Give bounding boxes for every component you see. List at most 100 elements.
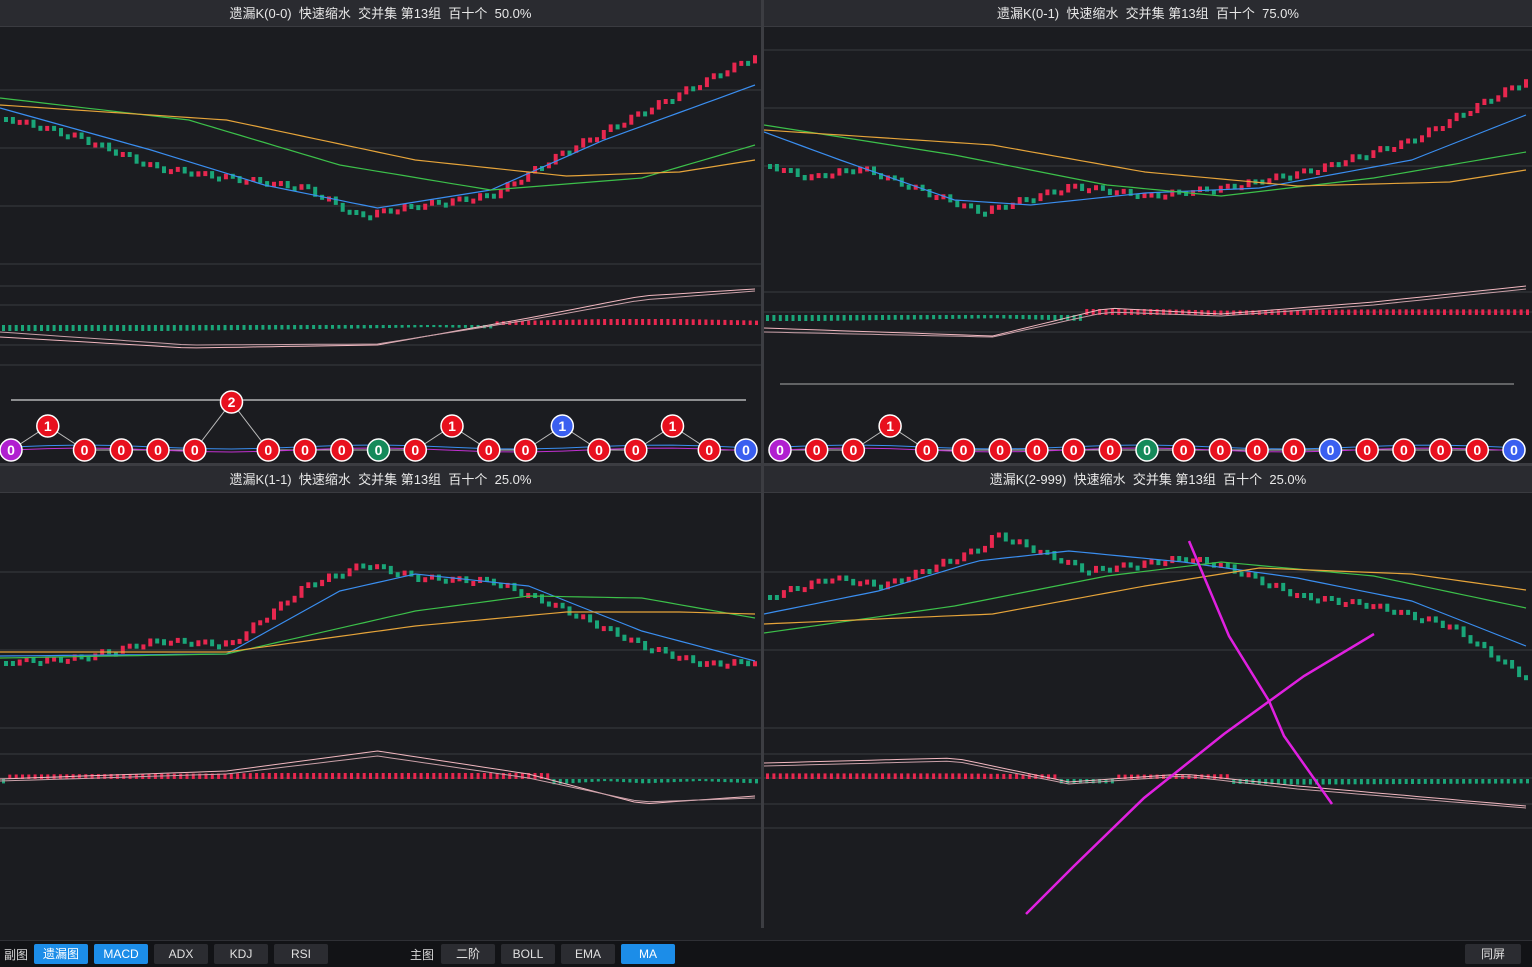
macd-bar bbox=[172, 325, 176, 331]
sub-button-rsi[interactable]: RSI bbox=[274, 944, 328, 964]
macd-bar bbox=[1481, 779, 1485, 784]
count-circle bbox=[293, 438, 317, 462]
panel-title: 遗漏K(1-1) 快速缩水 交并集 第13组 百十个 25.0% bbox=[0, 466, 761, 493]
count-value: 0 bbox=[632, 442, 640, 458]
macd-bar bbox=[772, 315, 776, 321]
macd-bar bbox=[1213, 310, 1217, 315]
candle bbox=[1378, 146, 1383, 153]
macd-bar bbox=[590, 319, 594, 325]
candle bbox=[354, 563, 359, 571]
macd-bar bbox=[122, 774, 126, 779]
macd-bar bbox=[426, 773, 429, 779]
candle bbox=[1246, 179, 1251, 188]
sub-button-adx[interactable]: ADX bbox=[154, 944, 208, 964]
candle bbox=[1274, 173, 1279, 181]
candle bbox=[1177, 556, 1182, 561]
macd-bar bbox=[1085, 309, 1089, 315]
count-value: 1 bbox=[558, 418, 566, 434]
candle bbox=[768, 595, 772, 600]
macd-bar bbox=[65, 325, 69, 331]
macd-bar bbox=[229, 773, 233, 779]
macd-bar bbox=[893, 773, 897, 779]
candle bbox=[941, 558, 946, 567]
count-badge: 0 bbox=[1502, 438, 1526, 462]
macd-bar bbox=[305, 325, 309, 330]
candle bbox=[1350, 154, 1355, 163]
macd-bar bbox=[964, 773, 967, 779]
candle bbox=[478, 193, 483, 201]
macd-bar bbox=[210, 325, 214, 331]
candle bbox=[1017, 539, 1022, 545]
macd-bar bbox=[134, 325, 138, 331]
candle bbox=[725, 70, 730, 77]
macd-bar bbox=[1034, 774, 1038, 779]
macd-bar bbox=[823, 773, 827, 779]
count-circle bbox=[219, 390, 244, 414]
candle bbox=[718, 660, 723, 667]
sync-screen-button[interactable]: 同屏 bbox=[1465, 944, 1521, 964]
macd-bar bbox=[451, 773, 455, 779]
macd-bar bbox=[1059, 779, 1063, 784]
candle bbox=[865, 579, 870, 585]
candle bbox=[1184, 557, 1189, 563]
candle bbox=[292, 595, 297, 603]
macd-bar bbox=[1449, 779, 1453, 784]
count-badge: 0 bbox=[366, 438, 391, 462]
count-circle bbox=[513, 438, 538, 462]
macd-bar bbox=[185, 773, 189, 779]
candle bbox=[1253, 572, 1258, 579]
count-circle bbox=[146, 438, 170, 462]
panel-divider-horizontal[interactable] bbox=[0, 463, 1532, 466]
candle bbox=[299, 184, 304, 190]
main-button-ma[interactable]: MA bbox=[621, 944, 675, 964]
macd-bar bbox=[520, 773, 524, 779]
macd-bar bbox=[1162, 774, 1165, 779]
sub-button-macd[interactable]: MACD bbox=[94, 944, 148, 964]
candle bbox=[643, 111, 648, 117]
candle bbox=[1329, 162, 1334, 168]
sub-button-missing-chart[interactable]: 遗漏图 bbox=[34, 944, 88, 964]
macd-bar bbox=[109, 325, 113, 331]
chart-area: 0 1 0 0 0 0 2 0 0 0 0 0 1 0 0 1 0 0 1 0 0 bbox=[0, 55, 761, 462]
main-button-second-order[interactable]: 二阶 bbox=[441, 944, 495, 964]
macd-bar bbox=[1398, 309, 1402, 315]
macd-bar bbox=[887, 315, 891, 320]
macd-bar bbox=[84, 325, 88, 331]
count-value: 0 bbox=[264, 442, 272, 458]
macd-bar bbox=[810, 773, 814, 779]
candle bbox=[430, 574, 434, 580]
sub-button-kdj[interactable]: KDJ bbox=[214, 944, 268, 964]
candle bbox=[1489, 98, 1494, 104]
macd-bar bbox=[160, 325, 164, 331]
candle bbox=[120, 152, 125, 157]
macd-bar bbox=[1251, 310, 1255, 315]
candle bbox=[1073, 559, 1078, 566]
macd-bar bbox=[109, 774, 113, 779]
macd-bar bbox=[324, 773, 328, 779]
count-badge: 0 bbox=[0, 438, 23, 462]
macd-bar bbox=[1174, 309, 1178, 315]
count-value: 0 bbox=[776, 442, 784, 458]
candle bbox=[809, 174, 814, 181]
macd-bar bbox=[2, 325, 5, 331]
candle bbox=[844, 168, 849, 174]
candle bbox=[1489, 646, 1494, 658]
candle bbox=[608, 124, 613, 132]
candle bbox=[1184, 191, 1189, 196]
candle bbox=[1399, 140, 1404, 149]
macd-bar bbox=[204, 325, 208, 331]
macd-bar bbox=[71, 325, 75, 331]
candle bbox=[1107, 188, 1112, 195]
candle bbox=[941, 194, 946, 200]
macd-bar bbox=[900, 315, 904, 320]
main-button-ema[interactable]: EMA bbox=[561, 944, 615, 964]
candle bbox=[471, 581, 476, 586]
macd-bar bbox=[166, 773, 170, 779]
count-circle bbox=[1135, 438, 1159, 462]
macd-bar bbox=[995, 315, 999, 319]
count-value: 0 bbox=[191, 442, 199, 458]
main-button-boll[interactable]: BOLL bbox=[501, 944, 555, 964]
candle bbox=[1080, 183, 1085, 191]
macd-bar bbox=[1034, 315, 1038, 320]
candle bbox=[347, 568, 352, 577]
